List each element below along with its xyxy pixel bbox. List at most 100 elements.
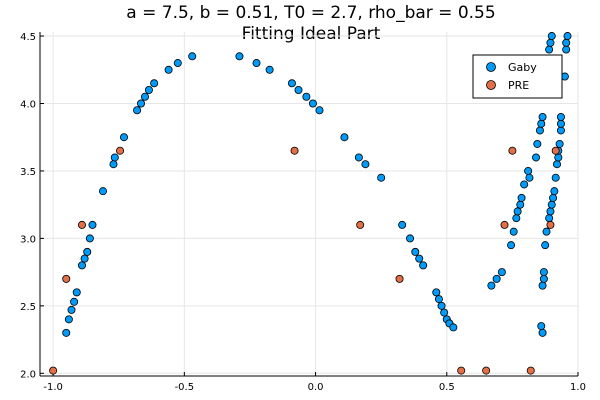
data-point-gaby: [545, 45, 554, 54]
data-point-gaby: [110, 153, 119, 162]
data-point-gaby: [133, 106, 142, 115]
data-point-gaby: [287, 79, 296, 88]
data-point-pre: [546, 220, 555, 229]
data-point-pre: [551, 146, 560, 155]
grid-lines: [40, 32, 579, 376]
data-point-gaby: [512, 214, 521, 223]
data-point-gaby: [542, 227, 551, 236]
x-tick-label: -0.5: [175, 382, 195, 393]
data-point-gaby: [546, 207, 555, 216]
data-point-gaby: [549, 193, 558, 202]
data-point-pre: [508, 146, 517, 155]
data-point-gaby: [432, 288, 441, 297]
data-point-gaby: [188, 52, 197, 61]
data-point-pre: [395, 274, 404, 283]
data-point-pre: [77, 220, 86, 229]
data-point-pre: [116, 146, 125, 155]
legend-label-pre: PRE: [508, 79, 529, 92]
data-point-gaby: [377, 173, 386, 182]
data-points: [49, 32, 572, 375]
series-pre: [49, 146, 560, 375]
y-tick-label: 4.5: [20, 32, 36, 43]
data-point-gaby: [109, 160, 118, 169]
legend-box: [472, 54, 563, 99]
data-point-gaby: [562, 38, 571, 47]
data-point-gaby: [538, 112, 547, 121]
data-point-gaby: [551, 173, 560, 182]
data-point-gaby: [140, 92, 149, 101]
y-tick-labels: 2.0 2.5 3.0 3.5 4.0 4.5: [20, 32, 36, 380]
data-point-gaby: [556, 126, 565, 135]
data-point-gaby: [164, 65, 173, 74]
chart-subtitle: Fitting Ideal Part: [242, 24, 381, 44]
data-point-gaby: [520, 180, 529, 189]
data-point-gaby: [507, 241, 516, 250]
data-point-gaby: [547, 200, 556, 209]
data-point-gaby: [144, 86, 153, 95]
data-point-gaby: [70, 297, 79, 306]
data-point-gaby: [556, 112, 565, 121]
data-point-gaby: [546, 38, 555, 47]
data-point-gaby: [235, 52, 244, 61]
data-point-gaby: [88, 220, 97, 229]
data-point-gaby: [72, 288, 81, 297]
data-point-gaby: [434, 295, 443, 304]
data-point-gaby: [533, 139, 542, 148]
data-point-pre: [500, 220, 509, 229]
data-point-gaby: [517, 193, 526, 202]
data-point-gaby: [541, 241, 550, 250]
data-point-gaby: [308, 99, 317, 108]
series-gaby: [62, 32, 572, 337]
data-point-gaby: [547, 32, 556, 41]
data-point-gaby: [563, 32, 572, 41]
data-point-gaby: [98, 187, 107, 196]
data-point-gaby: [538, 328, 547, 337]
data-point-gaby: [539, 274, 548, 283]
data-point-gaby: [538, 281, 547, 290]
x-tick-label: 0.5: [439, 382, 455, 393]
data-point-gaby: [173, 59, 182, 68]
data-point-gaby: [516, 200, 525, 209]
legend-marker-gaby: [486, 62, 496, 72]
data-point-gaby: [437, 301, 446, 310]
data-point-gaby: [406, 234, 415, 243]
data-point-gaby: [562, 45, 571, 54]
data-point-gaby: [80, 254, 89, 263]
data-point-gaby: [440, 308, 449, 317]
x-tick-labels: -1.0 -0.5 0.0 0.5 1.0: [43, 382, 586, 393]
data-point-gaby: [556, 119, 565, 128]
data-point-gaby: [340, 133, 349, 142]
y-tick-label: 3.5: [20, 167, 36, 178]
data-point-gaby: [525, 173, 534, 182]
data-point-gaby: [449, 323, 458, 332]
data-point-gaby: [64, 315, 73, 324]
data-point-gaby: [77, 261, 86, 270]
data-point-gaby: [354, 153, 363, 162]
chart-title: a = 7.5, b = 0.51, T0 = 2.7, rho_bar = 0…: [126, 3, 495, 23]
data-point-gaby: [554, 153, 563, 162]
data-point-gaby: [67, 305, 76, 314]
data-point-pre: [62, 274, 71, 283]
data-point-gaby: [537, 322, 546, 331]
data-point-gaby: [555, 139, 564, 148]
data-point-gaby: [252, 59, 261, 68]
legend-marker-pre: [486, 80, 496, 90]
x-tick-label: 1.0: [570, 382, 586, 393]
data-point-gaby: [535, 126, 544, 135]
axes: [39, 32, 579, 377]
data-point-gaby: [497, 268, 506, 277]
data-point-gaby: [150, 79, 159, 88]
data-point-gaby: [553, 160, 562, 169]
data-point-gaby: [513, 207, 522, 216]
data-point-gaby: [62, 328, 71, 337]
data-point-gaby: [83, 247, 92, 256]
data-point-gaby: [85, 234, 94, 243]
data-point-gaby: [411, 247, 420, 256]
y-tick-label: 2.5: [20, 302, 36, 313]
legend-label-gaby: Gaby: [508, 61, 537, 74]
data-point-gaby: [265, 65, 274, 74]
data-point-gaby: [419, 261, 428, 270]
y-tick-label: 4.0: [20, 99, 36, 110]
x-tick-label: -1.0: [43, 382, 63, 393]
